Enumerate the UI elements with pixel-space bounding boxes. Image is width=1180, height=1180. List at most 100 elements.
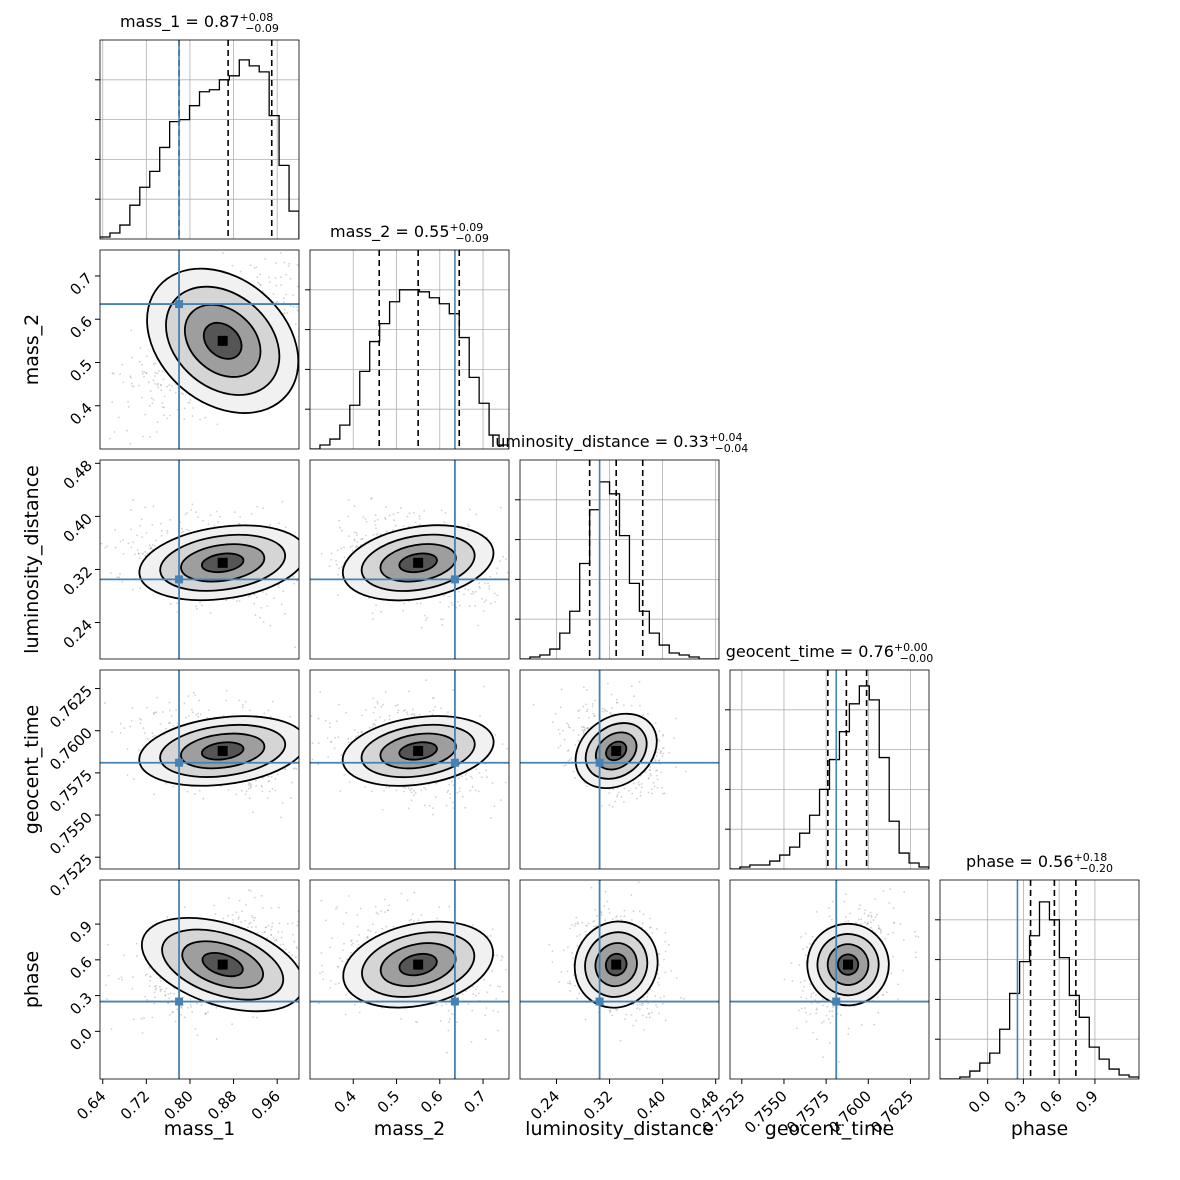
sample-point [653, 757, 656, 760]
sample-point [100, 542, 103, 545]
sample-point [272, 937, 275, 939]
sample-point [131, 588, 134, 591]
sample-point [657, 748, 660, 751]
sample-point [209, 514, 212, 517]
sample-point [674, 717, 677, 720]
sample-point [199, 713, 202, 716]
sample-point [406, 713, 409, 716]
sample-point [204, 1012, 207, 1015]
sample-point [296, 306, 298, 308]
sample-point [343, 556, 346, 559]
panel-mass_1-vs-mass_2: 0.40.50.60.7 [66, 229, 300, 450]
sample-point [263, 712, 266, 715]
sample-point [166, 529, 169, 532]
sample-point [140, 1017, 143, 1020]
y-tick-label: 0.6 [66, 953, 96, 983]
y-tick-label: 0.7525 [46, 850, 96, 900]
sample-point [353, 1003, 356, 1006]
sample-point [273, 939, 276, 942]
sample-point [131, 385, 134, 387]
sample-point [176, 408, 179, 411]
sample-point [374, 724, 377, 727]
sample-point [410, 918, 412, 921]
sample-point [428, 804, 431, 807]
sample-point [451, 1013, 453, 1015]
sample-point [132, 778, 135, 780]
sample-point [496, 567, 499, 570]
sample-point [249, 709, 251, 712]
sample-point [582, 732, 585, 735]
sample-point [113, 431, 116, 433]
sample-point [284, 526, 287, 529]
sample-point [157, 382, 159, 385]
sample-point [168, 384, 171, 386]
sample-point [159, 723, 162, 725]
sample-point [464, 588, 466, 590]
sample-point [467, 588, 470, 591]
sample-point [660, 771, 662, 774]
sample-point [423, 510, 425, 512]
sample-point [255, 266, 258, 269]
sample-point [154, 371, 157, 374]
sample-point [154, 984, 157, 987]
sample-point [195, 605, 197, 608]
sample-point [227, 914, 229, 917]
sample-point [267, 709, 270, 712]
sample-point [148, 381, 150, 384]
sample-point [617, 791, 620, 794]
sample-point [448, 1020, 450, 1023]
sample-point [616, 795, 619, 798]
sample-point [356, 541, 358, 543]
sample-point [189, 998, 192, 1000]
sample-point [111, 731, 113, 733]
sample-point [285, 273, 288, 276]
sample-point [319, 571, 321, 573]
sample-point [447, 1009, 450, 1012]
sample-point [301, 896, 303, 898]
sample-point [559, 706, 562, 709]
sample-point [474, 988, 477, 991]
sample-point [247, 787, 250, 790]
sample-point [252, 811, 254, 814]
sample-point [171, 1011, 174, 1014]
sample-point [264, 926, 267, 929]
panel-frame [309, 459, 510, 660]
sample-point [153, 793, 155, 796]
sample-point [168, 701, 171, 704]
sample-point [279, 944, 282, 946]
sample-point [375, 911, 378, 914]
sample-point [153, 734, 156, 737]
sample-point [216, 423, 219, 426]
sample-point [207, 523, 210, 525]
sample-point [268, 790, 271, 793]
sample-point [280, 252, 282, 254]
sample-point [655, 755, 658, 757]
sample-point [384, 719, 386, 721]
sample-point [446, 1051, 448, 1054]
sample-point [200, 229, 202, 231]
sample-point [274, 778, 277, 780]
sample-point [132, 385, 135, 388]
sample-point [347, 499, 350, 501]
sample-point [413, 714, 416, 717]
sample-point [661, 755, 664, 757]
sample-point [397, 511, 399, 514]
sample-point [413, 794, 415, 796]
sample-point [163, 395, 166, 398]
sample-point [353, 539, 356, 542]
sample-point [482, 610, 485, 612]
sample-point [275, 938, 278, 941]
sample-point [639, 794, 642, 797]
sample-point [420, 789, 423, 791]
sample-point [381, 811, 383, 813]
sample-point [205, 717, 208, 719]
panel-frame [99, 879, 300, 1080]
sample-point [388, 718, 391, 721]
sample-point [126, 429, 128, 432]
sample-point [449, 797, 452, 799]
sample-point [311, 607, 313, 609]
sample-point [278, 922, 281, 925]
sample-point [446, 791, 449, 793]
sample-point [394, 524, 397, 527]
sample-point [586, 727, 589, 729]
